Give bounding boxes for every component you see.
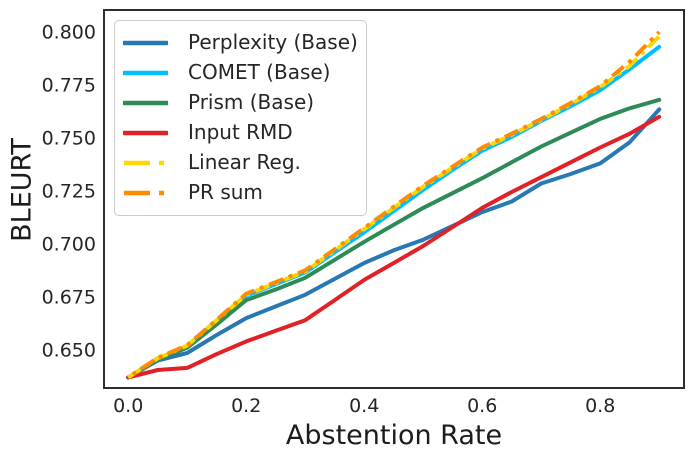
legend-line-swatch [123,40,168,46]
y-tick-label: 0.725 [42,180,96,202]
legend-label: Perplexity (Base) [188,30,358,54]
y-tick-label: 0.800 [42,22,96,44]
series-line-perplexity-base [126,107,662,380]
y-tick-label: 0.650 [42,339,96,361]
legend: Perplexity (Base) COMET (Base) Prism (Base… [114,20,367,216]
legend-label: Linear Reg. [188,150,301,174]
legend-item-linear-reg: Linear Reg. [123,148,356,178]
x-tick-label: 0.2 [231,395,261,417]
legend-label: Input RMD [188,120,293,144]
legend-label: PR sum [188,180,263,204]
x-tick-label: 0.0 [113,395,143,417]
x-tick-label: 0.4 [349,395,379,417]
legend-item-pr-sum: PR sum [123,178,356,208]
y-tick-label: 0.775 [42,75,96,97]
plot-border [103,9,685,389]
tick-labels: 0.0 0.2 0.4 0.6 0.8 0.650 0.675 0.700 0.725 0.750… [42,22,616,417]
x-axis-label: Abstention Rate [285,420,503,451]
legend-item-input-rmd: Input RMD [123,118,356,148]
legend-item-prism-base: Prism (Base) [123,88,356,118]
series-line-input-rmd [126,114,662,380]
legend-line-swatch [123,130,168,136]
series-line-prism-base [126,97,662,380]
x-tick-label: 0.6 [467,395,497,417]
legend-line-swatch [123,70,168,76]
legend-line-swatch [123,100,168,106]
y-axis-label: BLEURT [6,138,38,242]
y-tick-label: 0.675 [42,286,96,308]
x-tick-label: 0.8 [585,395,615,417]
legend-item-perplexity-base: Perplexity (Base) [123,28,358,58]
series-lines [126,30,662,380]
legend-label: COMET (Base) [188,60,331,84]
legend-item-comet-base: COMET (Base) [123,58,356,88]
legend-line-swatch [124,160,167,166]
y-tick-label: 0.700 [42,233,96,255]
legend-line-swatch [124,190,167,196]
legend-label: Prism (Base) [188,90,315,114]
series-line-pr-sum [127,30,661,380]
y-tick-label: 0.750 [42,127,96,149]
